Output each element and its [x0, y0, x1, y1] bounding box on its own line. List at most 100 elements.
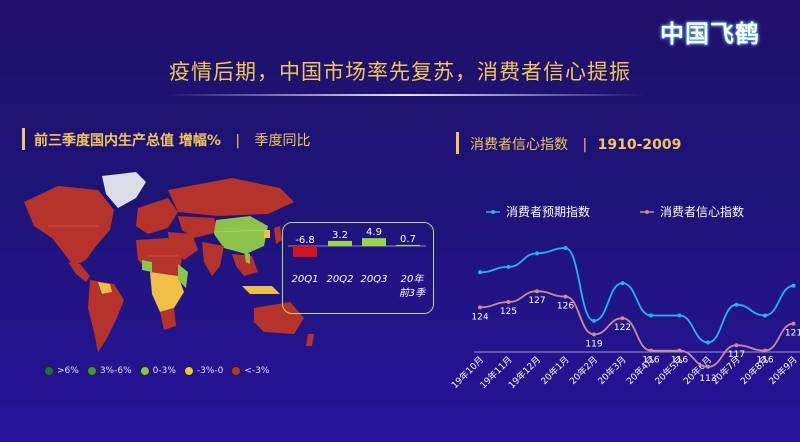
data-point — [791, 283, 796, 288]
gdp-category-label: 20Q1 — [292, 274, 319, 285]
legend-marker-icon — [645, 210, 649, 214]
data-point — [649, 348, 653, 353]
data-point — [763, 348, 767, 353]
data-point — [734, 302, 739, 307]
map-region-africa-south — [160, 308, 176, 330]
data-point — [506, 300, 511, 304]
legend-label: 消费者信心指数 — [660, 204, 744, 219]
map-region-north-america — [24, 186, 114, 266]
map-legend-label: 3%-6% — [99, 366, 132, 376]
gdp-bar-value-label: 0.7 — [400, 234, 416, 245]
map-legend-label: >6% — [57, 366, 79, 376]
data-point — [563, 246, 568, 250]
data-point — [620, 281, 625, 286]
legend-label: 消费者预期指数 — [506, 204, 590, 219]
gdp-category-label: 前3季 — [399, 287, 427, 299]
left-section-accent — [22, 128, 25, 150]
data-point — [677, 348, 682, 353]
brand-logo: 中国飞鹤 — [660, 20, 760, 48]
data-label: 124 — [471, 312, 488, 322]
data-label: 122 — [614, 323, 631, 333]
gdp-bar — [396, 244, 420, 246]
map-region-central-asia — [178, 216, 218, 238]
series-line — [479, 290, 794, 368]
legend-dot-icon — [139, 366, 150, 376]
legend-dot-icon — [183, 366, 194, 376]
data-point — [677, 313, 682, 318]
legend-dot-icon — [86, 366, 97, 376]
x-tick-label: 20年3月 — [595, 354, 628, 387]
gdp-category-label: 20Q3 — [361, 274, 388, 285]
map-region-indonesia — [242, 286, 280, 294]
right-section-title-main: 消费者信心指数 — [470, 137, 568, 153]
map-legend-label: <-3% — [244, 366, 270, 376]
consumer-confidence-chart: 消费者预期指数 消费者信心指数19年10月19年11月19年12月20年1月20年… — [449, 204, 800, 391]
left-section-title-sub: 季度同比 — [254, 133, 311, 149]
data-point — [791, 321, 796, 326]
data-point — [506, 264, 511, 269]
data-label: 121 — [785, 329, 800, 339]
map-legend-label: 0-3% — [152, 366, 176, 376]
map-region-korea — [264, 230, 270, 238]
gdp-bar — [293, 246, 317, 257]
gdp-callout-box — [282, 222, 434, 314]
map-region-china — [214, 216, 268, 254]
data-label: 116 — [671, 356, 688, 366]
map-region-south-america-north — [98, 282, 112, 294]
map-region-southeast-asia — [232, 254, 258, 276]
gdp-bar — [328, 240, 352, 246]
data-label: 116 — [642, 356, 659, 366]
map-legend-item: >6% — [44, 366, 79, 376]
gdp-bar-value-label: 4.9 — [366, 227, 382, 238]
map-region-vietnam — [244, 252, 250, 264]
data-point — [478, 305, 482, 310]
data-label: 117 — [728, 350, 745, 360]
legend-dot-icon — [44, 366, 54, 376]
map-border-line — [213, 229, 269, 233]
series-line — [479, 247, 794, 344]
title-divider — [165, 94, 645, 96]
data-point — [649, 313, 653, 318]
map-region-new-zealand — [306, 334, 314, 346]
gdp-bar — [362, 238, 386, 246]
gdp-category-label: 20Q2 — [327, 274, 354, 285]
data-label: 119 — [585, 339, 602, 349]
data-point — [734, 343, 739, 348]
map-region-africa-west — [142, 260, 152, 272]
gdp-bar-value-label: 3.2 — [332, 230, 348, 241]
data-point — [535, 251, 539, 256]
map-region-greenland — [102, 172, 146, 208]
left-section-separator: | — [235, 133, 241, 149]
map-legend-item: -3%-0 — [183, 366, 224, 376]
map-region-japan — [274, 226, 282, 244]
data-point — [592, 332, 596, 337]
data-label: 116 — [756, 356, 773, 366]
right-section-title-range: 1910-2009 — [597, 137, 682, 153]
map-legend: >6% 3%-6% 0-3% -3%-0 <-3% — [44, 366, 269, 376]
map-region-africa-central — [150, 272, 184, 312]
right-section-title: 消费者信心指数 | 1910-2009 — [470, 134, 681, 154]
data-point — [563, 294, 568, 299]
map-region-russia — [168, 178, 294, 216]
world-map — [24, 172, 314, 352]
map-legend-label: -3%-0 — [196, 366, 224, 376]
map-region-europe — [136, 198, 178, 234]
data-label: 113 — [699, 374, 716, 384]
data-point — [763, 313, 767, 318]
data-point — [535, 289, 539, 294]
data-label: 127 — [528, 296, 545, 306]
left-section-title-main: 前三季度国内生产总值 增幅% — [34, 133, 221, 149]
x-tick-label: 20年2月 — [567, 354, 600, 387]
x-tick-label: 20年1月 — [538, 354, 571, 387]
data-label: 126 — [557, 302, 574, 312]
map-legend-item: 3%-6% — [86, 366, 132, 376]
right-section-accent — [456, 132, 459, 154]
map-legend-item: 0-3% — [139, 366, 176, 376]
data-point — [706, 364, 710, 369]
data-label: 125 — [500, 307, 517, 317]
map-legend-item: <-3% — [231, 366, 269, 376]
gdp-bar-value-label: -6.8 — [295, 235, 315, 246]
data-point — [706, 340, 710, 345]
data-point — [592, 318, 596, 323]
